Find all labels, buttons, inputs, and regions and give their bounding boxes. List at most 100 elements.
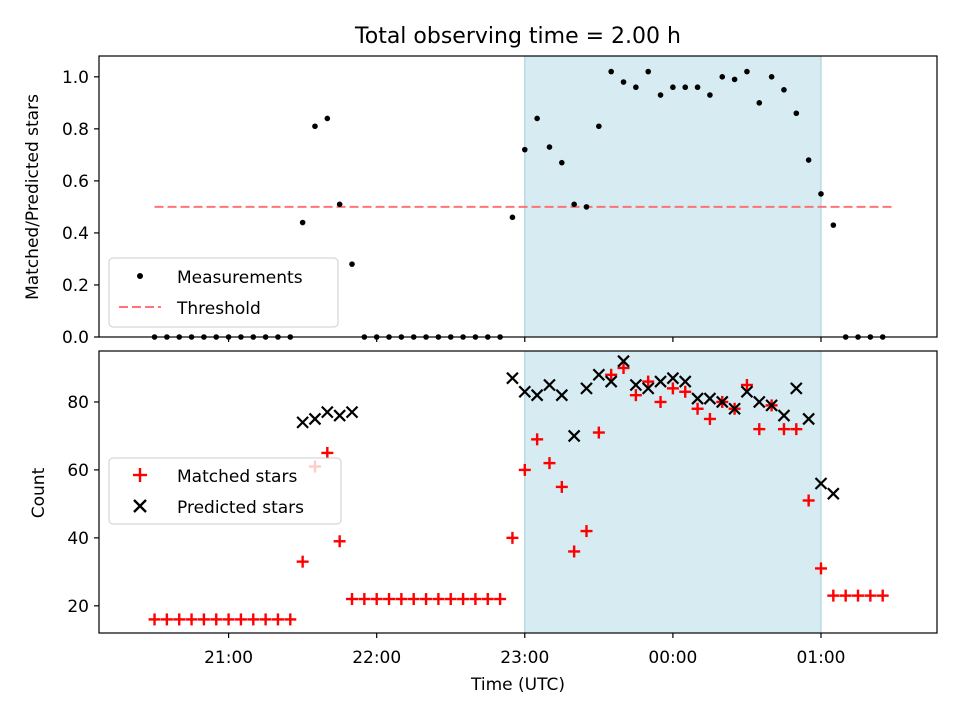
top-x-axis (227, 337, 822, 342)
legend-matched-label: Matched stars (177, 467, 297, 487)
measurement-point (608, 68, 614, 75)
measurement-point (571, 201, 577, 208)
bottom-ytick-label: 20 (67, 597, 89, 617)
predicted-star-point (629, 378, 643, 392)
matched-star-point (494, 593, 507, 606)
bottom-ytick-label: 80 (67, 393, 89, 413)
matched-star-point (444, 593, 457, 606)
predicted-x-b (555, 388, 569, 402)
measurement-point (682, 84, 689, 91)
matched-star-point (753, 423, 766, 436)
predicted-x-b (345, 405, 359, 419)
measurement-point (670, 84, 676, 91)
matched-star-point (148, 613, 161, 626)
predicted-x-b (827, 487, 840, 500)
predicted-star-point (506, 371, 519, 385)
predicted-x-b (753, 395, 766, 409)
bottom-ylabel: Count (29, 467, 49, 518)
predicted-x-b (765, 399, 778, 412)
predicted-x-b (296, 416, 309, 429)
measurement-point (694, 84, 701, 91)
matched-star-point (666, 382, 679, 395)
predicted-star-point (641, 382, 655, 395)
matched-star-point (555, 480, 568, 493)
predicted-x-b (543, 378, 556, 392)
predicted-x-b (333, 409, 346, 422)
matched-star-point (518, 463, 531, 476)
predicted-star-point (617, 354, 630, 368)
matched-star-point (197, 613, 210, 626)
predicted-star-point (345, 405, 359, 419)
predicted-x-b (691, 392, 704, 405)
measurement-point (521, 146, 528, 153)
predicted-x-b (777, 409, 791, 422)
measurement-point (596, 123, 602, 130)
predicted-x-b (506, 371, 519, 385)
predicted-star-point (333, 409, 346, 422)
bottom-x-axis: 21:00 22:00 23:00 00:00 01:00 (204, 633, 845, 668)
matched-star-point (395, 593, 408, 606)
predicted-x-b (641, 382, 655, 395)
bottom-xtick-label: 23:00 (500, 648, 549, 668)
measurement-point (534, 115, 540, 122)
matched-star-point (592, 426, 605, 439)
top-ytick-label: 0.4 (62, 224, 89, 244)
predicted-x-b (802, 412, 815, 426)
measurement-point (744, 68, 750, 75)
measurement-point (830, 222, 837, 228)
measurement-point (620, 79, 627, 85)
matched-star-point (827, 589, 840, 602)
top-ylabel: Matched/Predicted stars (23, 94, 43, 300)
top-shaded-region (524, 55, 822, 338)
legend-matched-marker (133, 468, 147, 482)
matched-star-point (839, 589, 852, 602)
bottom-axes-frame (98, 350, 938, 634)
predicted-star-point (777, 409, 791, 422)
matched-star-point (531, 433, 544, 446)
predicted-star-point (654, 375, 667, 388)
measurement-point (657, 92, 664, 98)
bottom-shaded-region (524, 350, 822, 634)
matched-star-point (481, 593, 494, 606)
matched-star-point (259, 613, 272, 626)
matched-star-point (777, 423, 790, 436)
legend-measurements-marker (137, 273, 143, 279)
matched-star-point (802, 494, 815, 507)
measurement-point (633, 84, 639, 91)
matched-star-point (333, 535, 346, 548)
predicted-x-b (592, 368, 606, 382)
xlabel: Time (UTC) (470, 675, 565, 695)
measurement-point (793, 110, 800, 117)
predicted-star-point (827, 487, 840, 500)
bottom-xtick-label: 21:00 (204, 648, 253, 668)
matched-star-point (506, 531, 519, 544)
measurement-point (731, 76, 738, 83)
matched-star-point (580, 525, 593, 538)
top-ytick-label: 0.8 (62, 120, 89, 140)
predicted-x-b (715, 395, 729, 409)
predicted-x-b (654, 375, 667, 388)
legend-predicted-marker (133, 499, 147, 513)
matched-star-point (271, 613, 284, 626)
predicted-x-b (567, 429, 581, 443)
matched-star-point (740, 378, 753, 391)
predicted-star-point (753, 395, 766, 409)
measurement-point (349, 261, 355, 267)
predicted-star-point (296, 416, 309, 429)
predicted-star-point (555, 388, 569, 402)
matched-star-point (469, 593, 482, 606)
measurement-point (336, 201, 343, 208)
predicted-x-b (814, 477, 828, 490)
predicted-star-point (740, 385, 754, 399)
predicted-x-b (321, 405, 334, 419)
predicted-star-point (678, 375, 692, 388)
matched-star-point (321, 446, 334, 459)
predicted-x-b (740, 385, 754, 399)
measurement-point (756, 100, 763, 106)
bottom-xtick-label: 22:00 (352, 648, 401, 668)
measurement-point (645, 68, 652, 75)
predicted-star-point (765, 399, 778, 412)
bottom-y-axis: 20 40 60 80 (67, 393, 99, 617)
matched-star-point (605, 368, 618, 381)
